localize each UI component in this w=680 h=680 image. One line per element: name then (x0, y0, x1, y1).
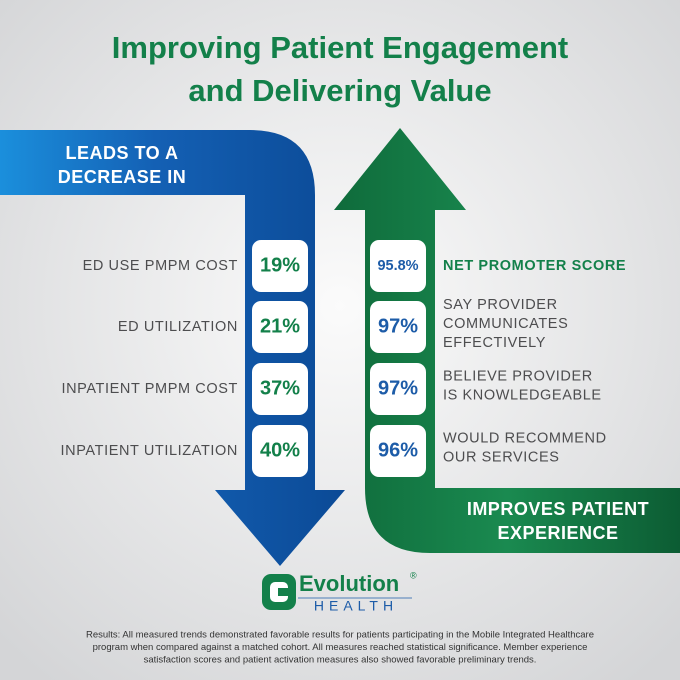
value: 40% (260, 439, 300, 461)
footnote: program when compared against a matched … (93, 642, 588, 653)
title: and Delivering Value (188, 73, 491, 108)
logo-mark: ® (410, 570, 417, 580)
value: 95.8% (377, 258, 418, 274)
label: BELIEVE PROVIDER (443, 368, 593, 384)
logo-sub: HEALTH (314, 598, 398, 614)
title: Improving Patient Engagement (112, 30, 568, 65)
value-box (252, 363, 308, 415)
value: 21% (260, 315, 300, 337)
label: WOULD RECOMMEND (443, 430, 607, 446)
value-box (370, 301, 426, 353)
value: 96% (378, 439, 418, 461)
label: ED USE PMPM COST (83, 258, 238, 274)
value-box (252, 425, 308, 477)
label: EFFECTIVELY (443, 335, 546, 351)
label: ED UTILIZATION (118, 319, 238, 335)
value-box (252, 301, 308, 353)
footnote: Results: All measured trends demonstrate… (86, 630, 594, 641)
value-box (370, 425, 426, 477)
label: SAY PROVIDER (443, 297, 558, 313)
banner-text: IMPROVES PATIENT (467, 499, 649, 519)
value: 97% (378, 315, 418, 337)
label: INPATIENT UTILIZATION (61, 443, 238, 459)
value: 37% (260, 377, 300, 399)
banner-text: EXPERIENCE (497, 523, 618, 543)
value-box (370, 240, 426, 292)
banner-text: DECREASE IN (58, 167, 187, 187)
label: OUR SERVICES (443, 449, 560, 465)
content: Improving Patient Engagement and Deliveri… (58, 30, 649, 665)
logo-icon (262, 574, 296, 610)
banner-text: LEADS TO A (65, 143, 178, 163)
logo-name: Evolution (299, 571, 399, 596)
value-box (370, 363, 426, 415)
label: COMMUNICATES (443, 316, 568, 332)
value: 19% (260, 254, 300, 276)
label: INPATIENT PMPM COST (61, 381, 238, 397)
footnote: satisfaction scores and patient activati… (144, 655, 537, 666)
label: IS KNOWLEDGEABLE (443, 387, 602, 403)
value-box (252, 240, 308, 292)
value: 97% (378, 377, 418, 399)
label: NET PROMOTER SCORE (443, 258, 626, 274)
